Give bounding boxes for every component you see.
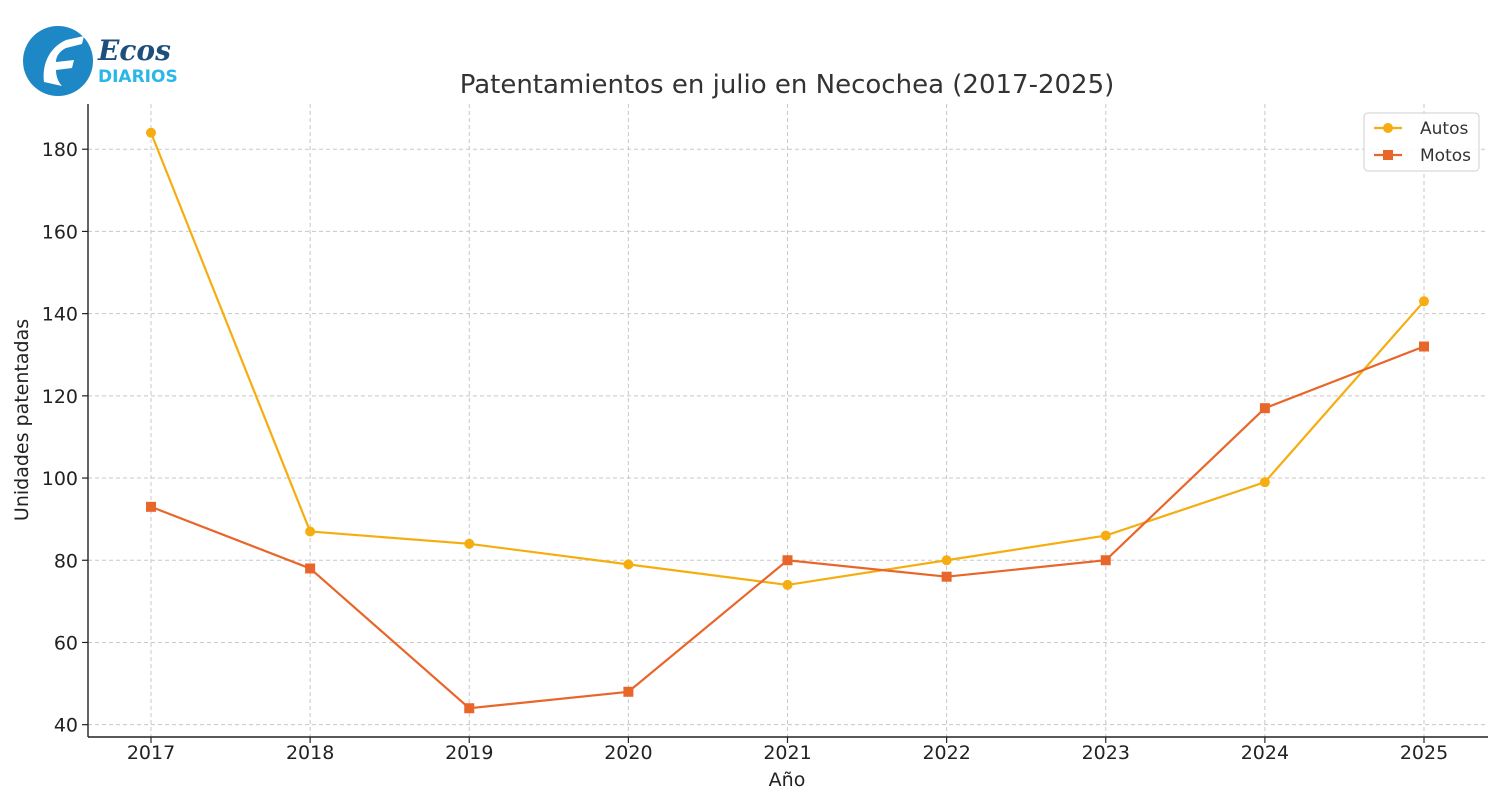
y-tick-label: 120 bbox=[42, 386, 78, 408]
data-point-motos bbox=[623, 686, 634, 697]
y-tick-label: 100 bbox=[42, 468, 78, 490]
x-axis-label: Año bbox=[769, 769, 806, 791]
data-point-motos bbox=[305, 563, 316, 574]
series-layer bbox=[146, 127, 1429, 714]
data-point-autos bbox=[1100, 530, 1111, 541]
grid bbox=[88, 104, 1488, 737]
y-tick-label: 80 bbox=[54, 550, 78, 572]
legend-label: Motos bbox=[1420, 146, 1471, 166]
data-point-autos bbox=[941, 555, 952, 566]
x-tick-label: 2022 bbox=[922, 742, 970, 764]
x-tick-label: 2021 bbox=[763, 742, 811, 764]
y-tick-label: 60 bbox=[54, 632, 78, 654]
ecos-diarios-logo: Ecos DIARIOS bbox=[23, 26, 178, 96]
data-point-autos bbox=[1419, 296, 1429, 307]
x-tick-label: 2023 bbox=[1082, 742, 1130, 764]
logo-text-diarios: DIARIOS bbox=[98, 67, 178, 87]
y-axis-label: Unidades patentadas bbox=[11, 319, 33, 521]
data-point-autos bbox=[623, 559, 634, 570]
legend-marker-square bbox=[1383, 150, 1393, 160]
y-tick-label: 160 bbox=[42, 221, 78, 243]
y-tick-label: 40 bbox=[54, 715, 78, 737]
data-point-autos bbox=[782, 579, 793, 590]
legend-marker-circle bbox=[1383, 123, 1393, 133]
data-point-autos bbox=[464, 538, 475, 549]
data-point-autos bbox=[1259, 477, 1270, 488]
logo-letter-icon bbox=[43, 36, 84, 86]
data-point-motos bbox=[1100, 555, 1111, 566]
x-tick-label: 2025 bbox=[1400, 742, 1448, 764]
data-point-motos bbox=[782, 555, 793, 566]
data-point-autos bbox=[305, 526, 316, 537]
x-tick-label: 2018 bbox=[286, 742, 334, 764]
y-tick-label: 140 bbox=[42, 304, 78, 326]
x-tick-label: 2017 bbox=[127, 742, 175, 764]
data-point-motos bbox=[941, 571, 952, 582]
y-axis-ticks: 40 60 80 100 120 140 160 180 bbox=[42, 139, 88, 737]
logo-text-ecos: Ecos bbox=[97, 34, 171, 67]
data-point-motos bbox=[1419, 341, 1429, 352]
x-axis-ticks: 2017 2018 2019 2020 2021 2022 2023 2024 2025 bbox=[127, 737, 1448, 764]
data-point-autos bbox=[146, 127, 156, 138]
data-point-motos bbox=[146, 501, 156, 512]
chart-title: Patentamientos en julio en Necochea (201… bbox=[460, 70, 1115, 100]
x-tick-label: 2024 bbox=[1241, 742, 1289, 764]
legend: Autos Motos bbox=[1363, 112, 1480, 172]
y-tick-label: 180 bbox=[42, 139, 78, 161]
legend-label: Autos bbox=[1420, 119, 1468, 139]
x-tick-label: 2020 bbox=[604, 742, 652, 764]
x-tick-label: 2019 bbox=[445, 742, 493, 764]
data-point-motos bbox=[1259, 403, 1270, 414]
data-point-motos bbox=[464, 703, 475, 714]
